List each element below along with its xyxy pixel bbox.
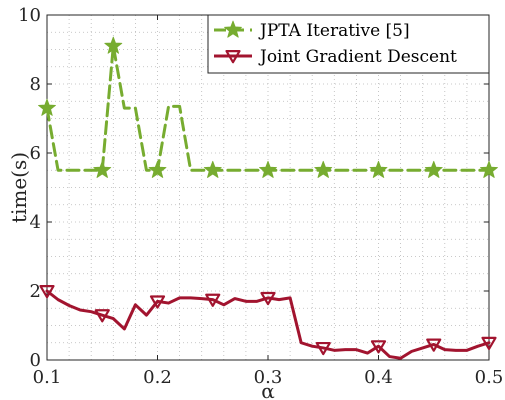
series-1 xyxy=(39,285,497,360)
data-point-marker xyxy=(370,340,387,354)
data-point-marker xyxy=(314,160,333,178)
data-point-marker xyxy=(426,338,442,352)
legend-label: JPTA Iterative [5] xyxy=(258,21,410,41)
legend-entry: JPTA Iterative [5] xyxy=(214,20,410,41)
y-tick-label: 0 xyxy=(30,350,41,371)
data-point-marker xyxy=(38,98,56,116)
x-tick-label: 0.1 xyxy=(33,367,62,388)
data-point-marker xyxy=(148,160,167,178)
axis-ticks: 0.1 0.2 0.3 0.4 0.5 0 2 4 6 8 10 xyxy=(18,5,503,388)
legend-swatch-marker xyxy=(225,50,241,64)
x-axis-title: α xyxy=(261,379,275,400)
legend-items: JPTA Iterative [5] Joint Gradient Descent xyxy=(214,20,457,67)
data-point-marker xyxy=(369,160,388,178)
legend-swatch-marker xyxy=(224,20,242,38)
data-point-marker xyxy=(259,160,277,178)
data-point-marker xyxy=(104,36,123,54)
series-0 xyxy=(38,36,498,178)
data-point-marker xyxy=(315,341,331,356)
data-point-marker xyxy=(39,285,55,299)
series-layer xyxy=(38,36,498,360)
x-tick-label: 0.2 xyxy=(143,367,172,388)
data-point-marker xyxy=(203,160,222,178)
y-axis-title: time(s) xyxy=(7,152,31,223)
x-tick-label: 0.5 xyxy=(475,367,504,388)
data-point-marker xyxy=(93,160,112,178)
y-tick-label: 2 xyxy=(30,281,41,302)
data-point-marker xyxy=(149,295,166,309)
x-tick-label: 0.3 xyxy=(254,367,283,388)
y-tick-label: 6 xyxy=(30,143,41,164)
data-point-marker xyxy=(424,160,443,178)
legend: JPTA Iterative [5] Joint Gradient Descent xyxy=(207,14,490,74)
data-point-marker xyxy=(481,336,497,351)
x-tick-label: 0.4 xyxy=(364,367,393,388)
y-tick-label: 8 xyxy=(30,74,41,95)
legend-label: Joint Gradient Descent xyxy=(258,47,457,67)
data-point-marker xyxy=(94,309,110,323)
series-line xyxy=(45,289,491,360)
y-tick-label: 4 xyxy=(30,212,41,233)
legend-box xyxy=(207,14,490,74)
data-point-marker xyxy=(260,291,276,306)
data-point-marker xyxy=(480,160,498,178)
legend-entry: Joint Gradient Descent xyxy=(214,47,457,67)
y-tick-label: 10 xyxy=(18,5,41,26)
data-point-marker xyxy=(205,293,221,307)
